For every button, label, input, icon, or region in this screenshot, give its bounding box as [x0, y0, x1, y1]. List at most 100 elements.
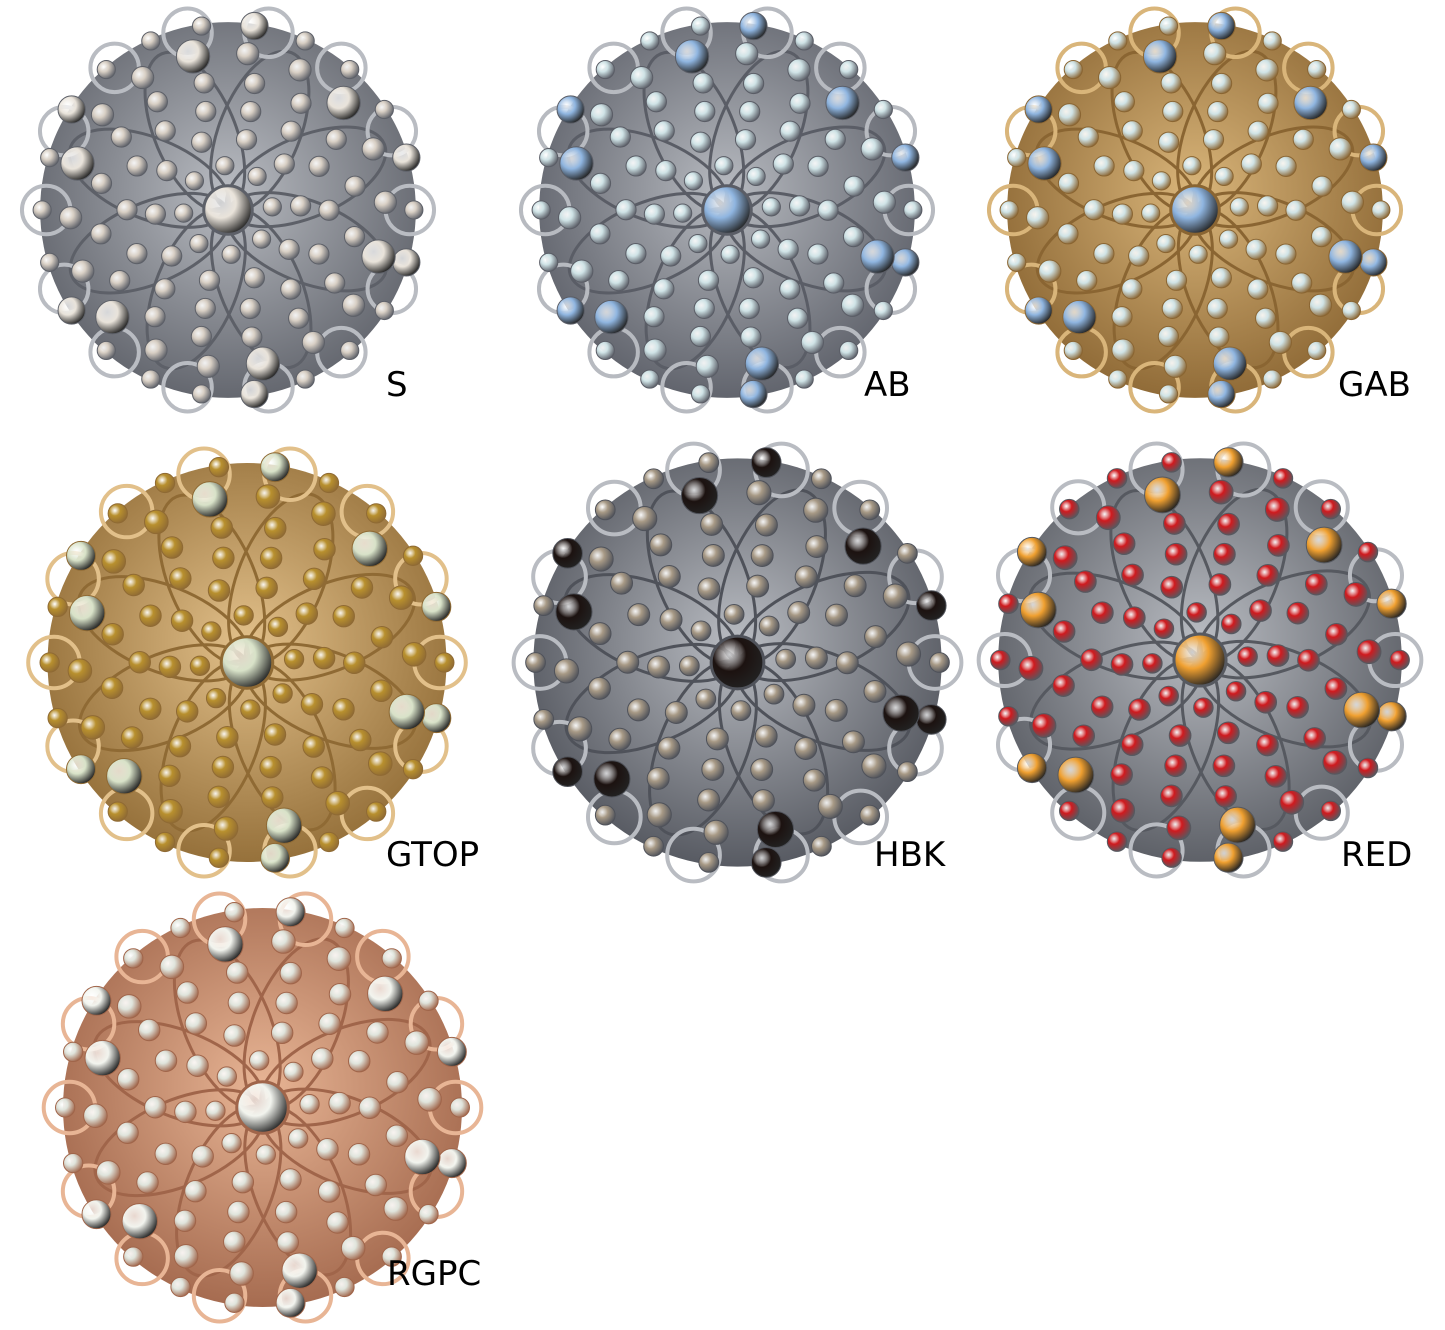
rhinestone [383, 1196, 409, 1221]
rhinestone [434, 652, 455, 673]
rhinestone [223, 1024, 246, 1047]
rhinestone [746, 574, 770, 598]
rhinestone [739, 100, 761, 123]
rhinestone [739, 11, 768, 41]
rhinestone [1077, 126, 1099, 148]
rhinestone [1024, 95, 1053, 124]
rhinestone [643, 203, 665, 225]
rhinestone [1359, 248, 1388, 277]
rhinestone [366, 801, 387, 822]
brooch-image [986, 6, 1404, 414]
rhinestone [1091, 601, 1114, 625]
rhinestone [1272, 831, 1294, 852]
rhinestone [47, 596, 68, 618]
rhinestone [673, 203, 693, 223]
rhinestone [647, 655, 671, 679]
rhinestone [340, 1235, 366, 1261]
rhinestone [1297, 648, 1320, 672]
rhinestone [640, 31, 660, 51]
center-stone [235, 1080, 290, 1135]
rhinestone [233, 605, 254, 626]
rhinestone [1018, 655, 1044, 681]
rhinestone [746, 166, 766, 187]
rhinestone [825, 603, 848, 627]
rhinestone [299, 1094, 320, 1115]
rhinestone [68, 594, 106, 632]
rhinestone [1311, 175, 1333, 197]
rhinestone [1267, 534, 1290, 557]
rhinestone [990, 649, 1011, 671]
rhinestone [701, 757, 725, 781]
rhinestone [240, 379, 269, 409]
rhinestone [1156, 233, 1176, 254]
rhinestone [81, 1199, 112, 1230]
brooch-image [518, 6, 936, 414]
rhinestone [295, 602, 319, 625]
rhinestone [361, 239, 396, 274]
rhinestone [1111, 338, 1135, 362]
rhinestone [1255, 307, 1277, 329]
rhinestone [208, 457, 230, 478]
rhinestone [525, 652, 546, 673]
rhinestone [255, 1144, 276, 1165]
rhinestone [344, 175, 366, 197]
rhinestone [449, 1097, 470, 1118]
rhinestone [694, 100, 716, 123]
rhinestone [929, 652, 950, 673]
rhinestone [735, 42, 759, 66]
rhinestone [283, 649, 305, 670]
rhinestone [1163, 354, 1187, 378]
rhinestone [349, 728, 372, 752]
rhinestone [839, 340, 859, 361]
rhinestone [539, 252, 559, 272]
rhinestone [1257, 92, 1279, 114]
rhinestone [278, 238, 300, 260]
rhinestone [1216, 721, 1240, 745]
rhinestone [170, 1276, 191, 1298]
rhinestone [1063, 340, 1083, 361]
rhinestone [141, 31, 161, 51]
rhinestone [840, 293, 865, 317]
rhinestone [295, 369, 315, 389]
rhinestone [1164, 542, 1188, 566]
rhinestone [1098, 65, 1122, 90]
rhinestone [1207, 379, 1236, 409]
rhinestone [274, 1200, 298, 1224]
rhinestone [615, 199, 637, 221]
rhinestone [825, 85, 860, 121]
rhinestone [864, 625, 888, 649]
rhinestone [1214, 166, 1234, 187]
rhinestone [255, 576, 278, 600]
rhinestone [775, 648, 797, 670]
rhinestone [300, 693, 324, 716]
rhinestone [531, 200, 551, 220]
rhinestone [251, 229, 272, 249]
rhinestone [593, 760, 631, 798]
rhinestone [158, 764, 181, 788]
rhinestone [96, 59, 116, 80]
rhinestone [588, 546, 614, 572]
rhinestone [215, 156, 235, 176]
rhinestone [533, 595, 555, 616]
rhinestone [698, 452, 720, 473]
rhinestone [664, 701, 688, 724]
rhinestone [824, 698, 848, 722]
rhinestone [311, 1047, 334, 1070]
rhinestone [358, 1096, 381, 1119]
rhinestone [630, 65, 654, 90]
rhinestone [1221, 613, 1242, 635]
rhinestone [154, 120, 176, 142]
rhinestone [347, 1143, 371, 1166]
rhinestone [1262, 31, 1282, 51]
rhinestone [404, 200, 424, 220]
rhinestone [288, 307, 310, 329]
rhinestone [743, 72, 765, 95]
rhinestone [1325, 623, 1348, 646]
rhinestone [146, 91, 168, 113]
rhinestone [1016, 536, 1048, 568]
rhinestone [107, 801, 128, 822]
rhinestone [1202, 129, 1225, 151]
rhinestone [683, 171, 704, 191]
rhinestone [370, 679, 393, 702]
rhinestone [1193, 697, 1214, 718]
